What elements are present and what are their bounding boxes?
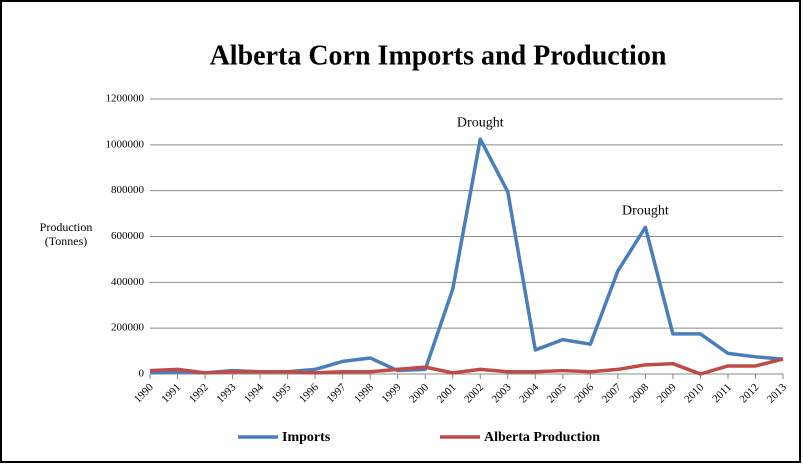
legend-label: Imports — [282, 430, 331, 445]
annotation: Drought — [622, 204, 669, 219]
y-axis-label: Production — [40, 220, 93, 234]
series-line — [149, 357, 784, 376]
y-tick-label: 800000 — [111, 184, 145, 196]
y-tick-label: 0 — [139, 368, 145, 380]
y-axis-label: (Tonnes) — [45, 234, 87, 248]
y-tick-label: 1000000 — [106, 138, 145, 150]
chart-title: Alberta Corn Imports and Production — [210, 40, 667, 71]
y-tick-label: 200000 — [111, 322, 145, 334]
y-tick-label: 400000 — [111, 276, 145, 288]
legend-label: Alberta Production — [484, 430, 600, 445]
y-tick-label: 1200000 — [106, 93, 145, 105]
annotation: Drought — [457, 115, 504, 130]
y-tick-label: 600000 — [111, 230, 145, 242]
